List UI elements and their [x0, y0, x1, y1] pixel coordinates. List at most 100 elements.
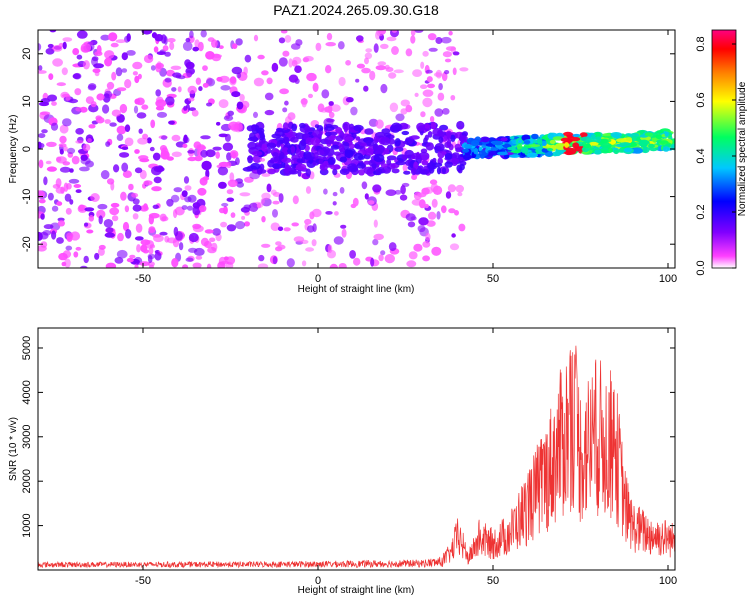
heatmap-cell: [38, 70, 47, 74]
heatmap-cell: [441, 71, 448, 82]
heatmap-cell: [313, 152, 319, 159]
heatmap-cell: [348, 143, 355, 150]
y-tick-label: 1000: [21, 513, 33, 537]
heatmap-cell: [283, 227, 291, 232]
heatmap-cell: [391, 46, 399, 55]
heatmap-cell: [422, 241, 431, 248]
heatmap-cell: [288, 58, 293, 68]
heatmap-cell: [638, 139, 650, 146]
heatmap-cell: [192, 225, 204, 233]
heatmap-cell: [521, 146, 529, 154]
heatmap-cell: [658, 140, 669, 145]
heatmap-cell: [185, 257, 194, 262]
heatmap-cell: [59, 166, 71, 173]
heatmap-cell: [429, 116, 435, 123]
heatmap-cell: [323, 188, 328, 195]
heatmap-cell: [438, 131, 445, 138]
heatmap-cell: [121, 146, 129, 150]
heatmap-cell: [244, 221, 250, 227]
heatmap-cell: [372, 184, 382, 193]
heatmap-cell: [261, 173, 271, 177]
heatmap-cell: [132, 213, 139, 220]
heatmap-cell: [425, 232, 431, 241]
heatmap-cell: [125, 229, 132, 239]
heatmap-cell: [171, 134, 181, 142]
heatmap-cell: [537, 138, 543, 145]
heatmap-cell: [356, 63, 365, 69]
heatmap-cell: [62, 41, 67, 50]
y-tick-label: -10: [21, 189, 33, 205]
heatmap-cell: [355, 78, 360, 83]
heatmap-cell: [92, 68, 101, 74]
heatmap-cell: [136, 112, 147, 119]
heatmap-cell: [141, 104, 149, 110]
heatmap-cell: [356, 162, 366, 169]
heatmap-cell: [311, 208, 322, 218]
heatmap-cell: [458, 135, 468, 142]
heatmap-cell: [75, 128, 84, 135]
heatmap-cell: [169, 41, 175, 51]
heatmap-cell: [270, 189, 277, 196]
heatmap-cell: [56, 237, 64, 244]
heatmap-cell: [52, 58, 63, 67]
heatmap-cell: [159, 213, 167, 222]
heatmap-cell: [79, 166, 90, 172]
heatmap-cell: [212, 146, 222, 151]
heatmap-cell: [193, 141, 202, 149]
heatmap-cell: [411, 199, 423, 206]
heatmap-cell: [182, 143, 188, 148]
heatmap-cell: [444, 70, 450, 75]
heatmap-cell: [564, 150, 573, 156]
heatmap-cell: [424, 134, 429, 141]
heatmap-cell: [90, 193, 100, 202]
heatmap-cell: [284, 35, 292, 43]
heatmap-cell: [370, 257, 375, 267]
heatmap-cell: [332, 191, 338, 197]
x-tick-label: 50: [487, 575, 499, 587]
heatmap-cell: [434, 143, 445, 152]
heatmap-cell: [279, 88, 289, 95]
heatmap-cell: [373, 135, 379, 142]
heatmap-cell: [226, 189, 234, 195]
heatmap-cell: [509, 154, 520, 158]
heatmap-cell: [144, 240, 155, 249]
heatmap-cell: [328, 111, 335, 119]
heatmap-cell: [613, 149, 619, 155]
heatmap-cell: [42, 230, 52, 236]
heatmap-cell: [345, 97, 354, 103]
heatmap-cell: [121, 162, 129, 172]
heatmap-cell: [182, 41, 193, 51]
heatmap-cell: [192, 262, 202, 268]
colorbar-tick-label: 0.8: [695, 36, 707, 51]
heatmap-cell: [656, 130, 664, 134]
heatmap-cell: [62, 37, 73, 42]
heatmap-cell: [253, 111, 258, 118]
heatmap-cell: [458, 223, 466, 232]
heatmap-cell: [63, 182, 69, 192]
heatmap-cell: [251, 125, 256, 131]
heatmap-cell: [132, 61, 143, 70]
heatmap-cell: [182, 136, 190, 144]
heatmap-cell: [364, 52, 373, 60]
heatmap-cell: [38, 142, 45, 149]
heatmap-cell: [305, 152, 316, 161]
heatmap-cell: [251, 150, 263, 157]
heatmap-cell: [376, 144, 385, 154]
heatmap-cell: [311, 239, 317, 247]
heatmap-cell: [590, 134, 596, 140]
heatmap-cell: [341, 228, 347, 238]
heatmap-cell: [84, 207, 95, 212]
heatmap-cell: [430, 121, 437, 130]
heatmap-cell: [406, 260, 417, 268]
heatmap-cell: [45, 160, 52, 165]
heatmap-cell: [56, 201, 63, 206]
heatmap-cell: [405, 213, 416, 222]
heatmap-cell: [209, 237, 216, 243]
heatmap-cell: [235, 157, 240, 166]
heatmap-cell: [220, 221, 228, 228]
heatmap-cell: [350, 203, 357, 209]
heatmap-cell: [88, 83, 97, 90]
heatmap-cell: [408, 251, 418, 260]
heatmap-cell: [473, 148, 479, 155]
heatmap-cell: [256, 202, 262, 209]
